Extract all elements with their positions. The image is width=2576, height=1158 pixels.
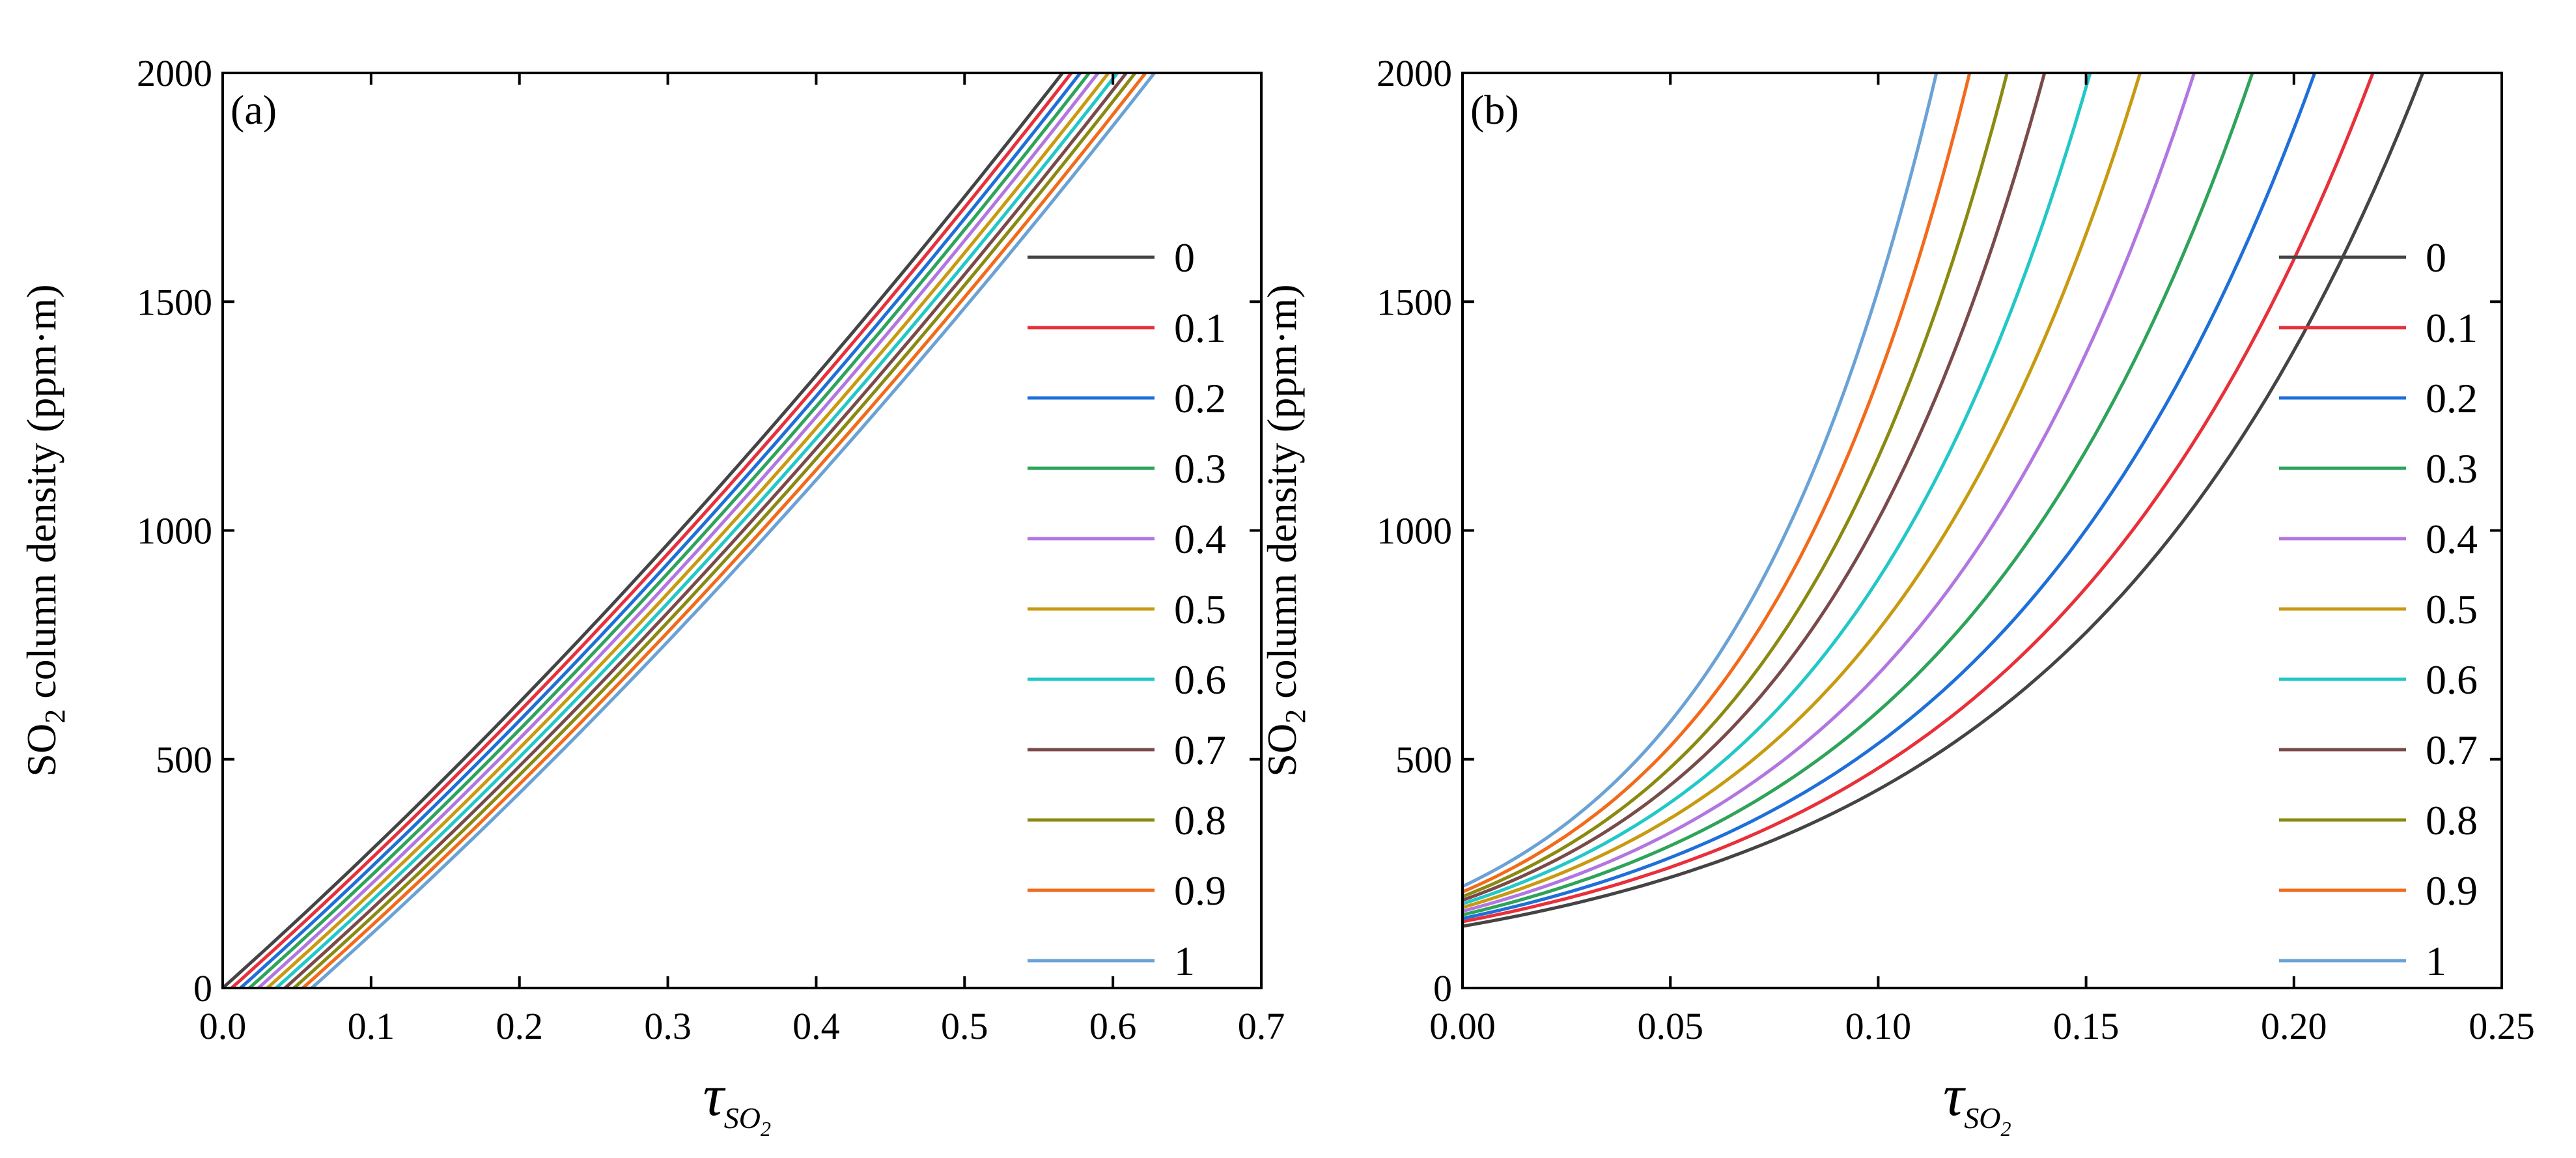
series-line-0.3: [1463, 73, 2254, 917]
series-line-0.7: [1463, 73, 2047, 902]
series-line-0.9: [301, 73, 1147, 988]
x-axis-subsubscript: 2: [2000, 1117, 2011, 1140]
x-tick-label: 0.25: [2469, 1005, 2535, 1047]
series-line-0.8: [292, 73, 1137, 988]
series-group: [223, 73, 1156, 988]
x-tick-label: 0.7: [1238, 1005, 1285, 1047]
series-line-0.8: [1463, 73, 2009, 898]
series-line-0.4: [1463, 73, 2196, 913]
legend-label: 0.4: [1174, 516, 1226, 562]
y-tick-label: 0: [1433, 967, 1452, 1010]
legend-label: 0: [1174, 234, 1195, 281]
y-tick-label: 1000: [137, 510, 212, 552]
legend-label: 0.9: [2426, 868, 2478, 914]
legend-label: 0.5: [2426, 586, 2478, 632]
legend-label: 0.3: [2426, 445, 2478, 492]
series-line-0: [223, 73, 1064, 988]
series-group: [1463, 73, 2425, 928]
series-line-0.1: [231, 73, 1073, 988]
panel-label: (a): [231, 87, 277, 133]
x-tick-label: 0.0: [199, 1005, 247, 1047]
series-line-0.6: [275, 73, 1119, 988]
series-line-0.2: [239, 73, 1082, 988]
legend-label: 0.6: [1174, 657, 1226, 703]
legend-label: 0.3: [1174, 445, 1226, 492]
x-tick-label: 0.3: [644, 1005, 692, 1047]
x-tick-label: 0.4: [792, 1005, 840, 1047]
y-tick-label: 2000: [137, 52, 212, 94]
x-tick-label: 0.6: [1089, 1005, 1137, 1047]
y-tick-label: 1500: [1377, 281, 1452, 323]
legend-label: 0.9: [1174, 868, 1226, 914]
legend-label: 0.1: [1174, 305, 1226, 351]
series-line-0.4: [257, 73, 1100, 988]
x-tick-label: 0.2: [496, 1005, 543, 1047]
y-tick-label: 500: [156, 739, 212, 781]
chart-panel-a: 0.0 0.1 0.2 0.3 0.4 0.5 0.6 0.7 0 500 1000 1500 2000…: [18, 52, 1285, 1140]
x-axis-title: τSO2: [1943, 1064, 2011, 1140]
x-axis-subsubscript: 2: [761, 1117, 771, 1140]
x-tick-label: 0.15: [2053, 1005, 2120, 1047]
series-line-0.1: [1463, 73, 2375, 924]
x-axis-subscript: SO: [724, 1101, 761, 1135]
legend-label: 0.8: [1174, 797, 1226, 843]
legend-label: 0.2: [2426, 375, 2478, 421]
legend-label: 0.7: [2426, 727, 2478, 773]
y-tick-label: 1000: [1377, 510, 1452, 552]
legend-label: 1: [1174, 938, 1195, 984]
series-line-0.5: [266, 73, 1110, 988]
y-axis-title: SO2 column density (ppm·m): [18, 284, 71, 776]
x-axis-symbol: τ: [703, 1064, 726, 1128]
legend-label: 0.4: [2426, 516, 2478, 562]
legend-label: 0.6: [2426, 657, 2478, 703]
y-tick-label: 1500: [137, 281, 212, 323]
y-tick-label: 0: [193, 967, 212, 1010]
legend-label: 0.7: [1174, 727, 1226, 773]
series-line-0.5: [1463, 73, 2142, 909]
x-tick-label: 0.1: [348, 1005, 395, 1047]
series-line-1: [311, 73, 1156, 988]
chart-panel-b: 0.00 0.05 0.10 0.15 0.20 0.250500100015002000…: [1259, 52, 2535, 1140]
x-tick-label: 0.00: [1429, 1005, 1496, 1047]
series-line-0.6: [1463, 73, 2092, 906]
series-line-0: [1463, 73, 2425, 928]
x-axis-symbol: τ: [1943, 1064, 1966, 1128]
series-line-0.7: [284, 73, 1128, 988]
plot-frame: [1461, 72, 2503, 989]
legend-label: 0.8: [2426, 797, 2478, 843]
legend-label: 0: [2426, 234, 2446, 281]
y-tick-label: 2000: [1377, 52, 1452, 94]
x-tick-label: 0.10: [1845, 1005, 1912, 1047]
y-tick-label: 500: [1395, 739, 1452, 781]
x-axis-subscript: SO: [1964, 1101, 2000, 1135]
x-tick-label: 0.5: [941, 1005, 988, 1047]
x-axis-title: τSO2: [703, 1064, 771, 1140]
y-axis-title: SO2 column density (ppm·m): [1259, 284, 1311, 776]
x-tick-label: 0.05: [1637, 1005, 1703, 1047]
series-line-1: [1463, 73, 1939, 888]
legend-label: 0.2: [1174, 375, 1226, 421]
legend-label: 0.5: [1174, 586, 1226, 632]
panel-label: (b): [1470, 87, 1519, 133]
series-line-0.2: [1463, 73, 2317, 920]
x-tick-label: 0.20: [2261, 1005, 2327, 1047]
series-line-0.9: [1463, 73, 1972, 894]
legend-label: 1: [2426, 938, 2446, 984]
series-line-0.3: [248, 73, 1091, 988]
legend-label: 0.1: [2426, 305, 2478, 351]
